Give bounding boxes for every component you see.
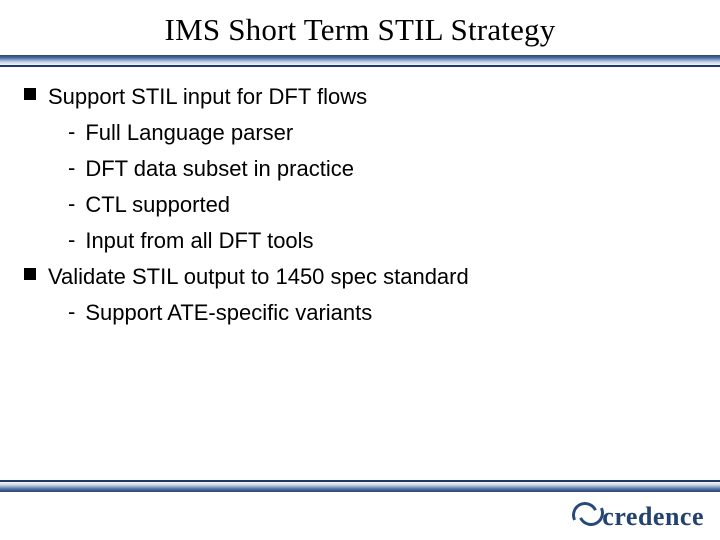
title-area: IMS Short Term STIL Strategy: [0, 0, 720, 48]
footer-divider-gradient: [0, 482, 720, 492]
bullet-text: Support STIL input for DFT flows: [48, 82, 367, 112]
bullet-level2: - Full Language parser: [68, 118, 696, 148]
sub-bullet-text: Full Language parser: [85, 118, 293, 148]
dash-bullet-icon: -: [68, 190, 75, 218]
dash-bullet-icon: -: [68, 226, 75, 254]
title-divider-line: [0, 65, 720, 67]
bullet-level2: - DFT data subset in practice: [68, 154, 696, 184]
logo-swirl-icon: [572, 500, 600, 528]
bullet-level1: Validate STIL output to 1450 spec standa…: [24, 262, 696, 292]
sub-bullet-text: CTL supported: [85, 190, 230, 220]
bullet-level2: - Support ATE-specific variants: [68, 298, 696, 328]
sub-bullet-text: DFT data subset in practice: [85, 154, 354, 184]
sub-bullet-text: Support ATE-specific variants: [85, 298, 372, 328]
bullet-level2: - Input from all DFT tools: [68, 226, 696, 256]
content-area: Support STIL input for DFT flows - Full …: [24, 82, 696, 334]
slide-title: IMS Short Term STIL Strategy: [0, 12, 720, 48]
brand-logo: credence: [572, 500, 704, 532]
bullet-level1: Support STIL input for DFT flows: [24, 82, 696, 112]
title-divider-gradient: [0, 55, 720, 65]
logo-text: credence: [602, 502, 704, 532]
dash-bullet-icon: -: [68, 118, 75, 146]
dash-bullet-icon: -: [68, 298, 75, 326]
title-divider: [0, 55, 720, 67]
footer-divider: [0, 480, 720, 492]
slide: IMS Short Term STIL Strategy Support STI…: [0, 0, 720, 540]
square-bullet-icon: [24, 88, 36, 100]
dash-bullet-icon: -: [68, 154, 75, 182]
square-bullet-icon: [24, 268, 36, 280]
bullet-text: Validate STIL output to 1450 spec standa…: [48, 262, 469, 292]
sub-bullet-text: Input from all DFT tools: [85, 226, 313, 256]
bullet-level2: - CTL supported: [68, 190, 696, 220]
